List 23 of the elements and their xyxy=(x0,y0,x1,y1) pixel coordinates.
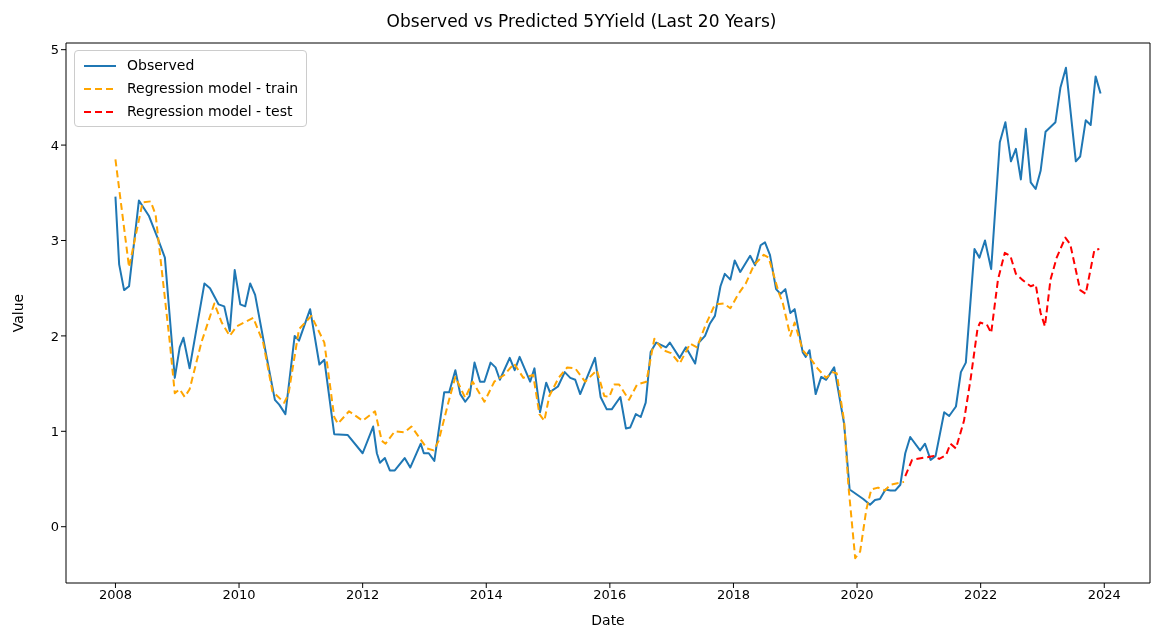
line-series xyxy=(904,236,1101,478)
x-tick-label: 2014 xyxy=(469,587,503,603)
y-tick-label: 0 xyxy=(50,519,59,535)
x-tick-label: 2020 xyxy=(840,587,874,603)
x-tick-label: 2024 xyxy=(1087,587,1121,603)
x-tick-label: 2012 xyxy=(346,587,380,603)
y-tick-label: 1 xyxy=(50,423,59,439)
legend-label: Regression model - test xyxy=(127,102,293,121)
y-tick-label: 2 xyxy=(50,328,59,344)
y-tick-label: 3 xyxy=(50,233,59,249)
chart-title: Observed vs Predicted 5YYield (Last 20 Years) xyxy=(385,10,778,33)
line-series xyxy=(114,158,906,560)
x-tick-label: 2018 xyxy=(716,587,750,603)
x-tick-label: 2010 xyxy=(222,587,256,603)
x-tick-label: 2022 xyxy=(964,587,998,603)
x-tick-label: 2016 xyxy=(593,587,627,603)
y-tick-label: 5 xyxy=(50,42,59,58)
x-tick-label: 2008 xyxy=(98,587,132,603)
legend-label: Regression model - train xyxy=(127,79,299,98)
legend-label: Observed xyxy=(127,56,195,75)
y-axis-title: Value xyxy=(9,293,26,333)
x-axis-title: Date xyxy=(591,611,625,628)
y-tick-label: 4 xyxy=(50,137,59,153)
